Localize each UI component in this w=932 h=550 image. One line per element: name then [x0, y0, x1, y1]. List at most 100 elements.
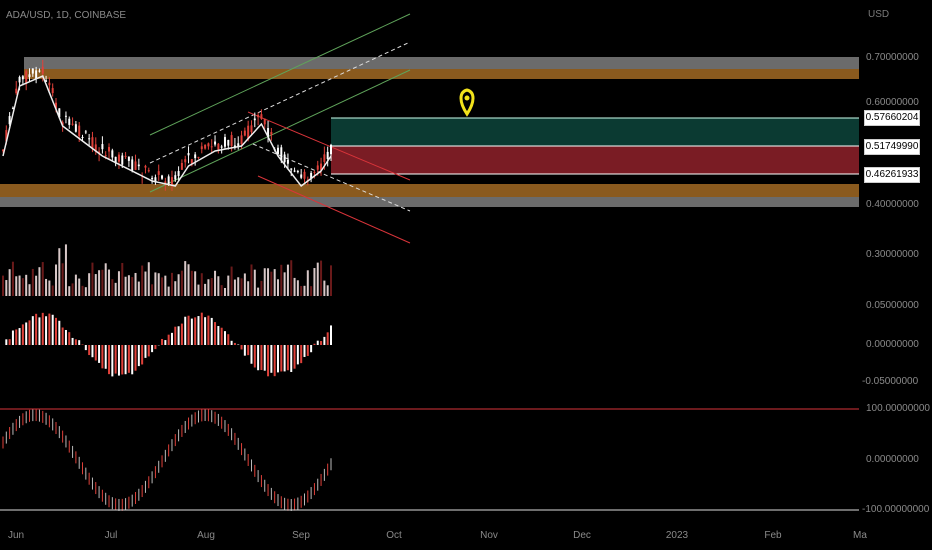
candle-body — [137, 164, 140, 167]
candle-body — [48, 82, 51, 86]
oscillator-bar — [45, 316, 48, 345]
oscillator-bar — [247, 345, 250, 356]
candle-body — [147, 170, 150, 172]
stop-price-box: 0.46261933 — [864, 167, 920, 183]
candle-body — [223, 137, 226, 147]
candle-body — [276, 147, 279, 155]
volume-bar — [81, 285, 84, 296]
oscillator-bar — [124, 345, 127, 375]
oscillator-bar — [270, 345, 273, 373]
candle-body — [270, 132, 273, 135]
oscillator-bar — [114, 345, 117, 374]
candle-body — [64, 115, 67, 117]
volume-bar — [154, 272, 157, 296]
candle-body — [177, 171, 180, 176]
volume-bar — [330, 265, 332, 296]
volume-bar — [58, 248, 61, 296]
volume-bar — [233, 279, 236, 296]
volume-bar — [243, 273, 246, 296]
candle-body — [21, 76, 24, 80]
oscillator-bar — [98, 345, 101, 363]
volume-bar — [68, 286, 71, 296]
volume-bar — [104, 263, 107, 296]
oscillator-bar — [323, 336, 326, 345]
volume-bar — [21, 278, 24, 296]
candle-body — [127, 156, 130, 161]
osc2-label-0: 0.00000000 — [866, 454, 919, 465]
desc-channel-mid — [252, 143, 411, 212]
oscillator-bar — [58, 320, 61, 345]
oscillator-bar — [74, 339, 77, 345]
candle-body — [204, 144, 207, 149]
oscillator-bar — [197, 316, 200, 345]
oscillator-bar — [94, 345, 97, 361]
oscillator-bar — [21, 324, 24, 345]
volume-bar — [187, 264, 190, 296]
oscillator-bar — [164, 340, 167, 345]
volume-bar — [286, 264, 289, 296]
time-label-aug: Aug — [197, 530, 215, 541]
candle-body — [187, 153, 190, 156]
oscillator-bar — [127, 345, 130, 373]
oscillator-bar — [233, 342, 236, 345]
candle-body — [58, 108, 61, 118]
oscillator-bar — [286, 345, 289, 371]
oscillator-bar — [48, 313, 51, 345]
volume-bar — [114, 282, 117, 296]
oscillator-bar — [131, 345, 134, 375]
volume-bar — [91, 262, 94, 296]
oscillator-bar — [68, 332, 71, 345]
candle-body — [11, 107, 14, 109]
oscillator-bar — [326, 332, 329, 345]
oscillator-bar — [220, 327, 223, 345]
candle-body — [41, 66, 44, 74]
volume-bar — [273, 269, 276, 296]
oscillator-bar — [267, 345, 270, 377]
candle-body — [108, 147, 111, 152]
oscillator-bar — [330, 325, 332, 345]
volume-bar — [141, 265, 144, 296]
channel-lower-line — [149, 69, 411, 193]
volume-bar — [323, 280, 326, 296]
volume-bar — [296, 280, 299, 296]
oscillator-bar — [296, 345, 299, 365]
price-label-040: 0.40000000 — [866, 199, 919, 210]
oscillator-bar — [180, 323, 183, 345]
candle-body — [101, 144, 104, 150]
volume-bar — [161, 277, 164, 296]
volume-bar — [310, 286, 313, 296]
candle-body — [98, 151, 101, 154]
candle-body — [250, 125, 253, 133]
candle-body — [290, 168, 293, 170]
candle-body — [94, 144, 97, 152]
volume-bar — [71, 283, 74, 296]
candle-body — [230, 135, 233, 146]
candle-body — [78, 125, 81, 137]
volume-bar — [267, 268, 270, 296]
candle-body — [227, 139, 230, 146]
volume-bar — [8, 269, 11, 296]
volume-bar — [98, 270, 101, 296]
candle-body — [296, 171, 299, 173]
candle-body — [68, 118, 71, 125]
oscillator-bar — [177, 326, 180, 345]
oscillator-bar — [187, 315, 190, 345]
volume-bar — [151, 284, 154, 296]
volume-bar — [78, 278, 81, 296]
candle-body — [263, 118, 266, 125]
time-label-2023: 2023 — [665, 530, 689, 541]
volume-bar — [174, 281, 177, 296]
volume-bar — [94, 274, 97, 296]
candle-body — [286, 159, 289, 164]
resistance-zone-gray — [24, 57, 859, 69]
volume-bar — [204, 283, 207, 296]
volume-bar — [84, 287, 87, 296]
volume-bar — [276, 279, 279, 296]
candle-body — [81, 136, 84, 139]
candle-body — [51, 88, 54, 94]
volume-bar — [127, 275, 130, 296]
volume-bar — [223, 287, 226, 296]
oscillator-bar — [137, 345, 140, 367]
volume-bar — [250, 264, 253, 296]
